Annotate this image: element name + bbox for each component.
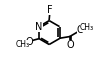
Text: O: O bbox=[67, 40, 74, 50]
Text: N: N bbox=[35, 22, 43, 32]
Text: O: O bbox=[25, 37, 33, 47]
Text: O: O bbox=[76, 25, 84, 35]
Text: CH₃: CH₃ bbox=[80, 23, 94, 32]
Text: F: F bbox=[47, 5, 53, 15]
Text: CH₃: CH₃ bbox=[15, 40, 29, 49]
